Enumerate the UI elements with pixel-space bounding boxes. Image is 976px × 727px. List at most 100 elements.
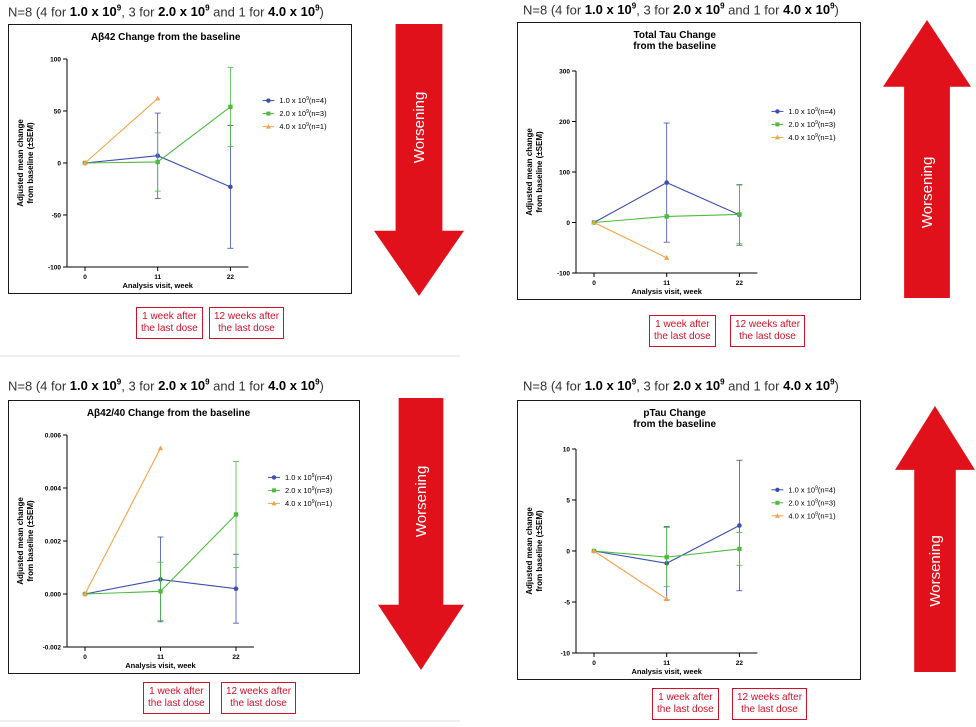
- y-axis-label: Adjusted mean change: [525, 128, 534, 216]
- x-tick-label: 22: [227, 274, 235, 281]
- chart-title: Total Tau Change: [633, 30, 716, 41]
- series-line: [593, 550, 668, 600]
- y-axis-label: Adjusted mean change: [16, 119, 25, 207]
- annotation-1-week: 1 week after the last dose: [652, 688, 719, 720]
- y-tick-label: 0.006: [45, 433, 62, 440]
- x-axis-label: Analysis visit, week: [631, 667, 702, 676]
- legend-marker: [775, 122, 780, 127]
- x-tick-label: 11: [663, 280, 670, 287]
- data-point: [664, 596, 670, 601]
- y-tick-label: 50: [54, 109, 62, 116]
- arrow-up-icon: [883, 20, 971, 298]
- annotation-1-week: 1 week after the last dose: [136, 307, 203, 339]
- y-tick-label: 0: [57, 161, 61, 168]
- legend-marker: [266, 124, 271, 129]
- x-tick-label: 22: [232, 654, 240, 661]
- y-tick-label: -100: [48, 265, 61, 272]
- worsening-label: Worsening: [919, 157, 936, 228]
- series-line: [593, 222, 667, 259]
- y-tick-label: 100: [50, 57, 61, 64]
- data-point: [233, 512, 239, 517]
- chart-title: Aβ42/40 Change from the baseline: [87, 408, 251, 419]
- data-point: [664, 255, 670, 260]
- n-summary: N=8 (4 for 1.0 x 109, 3 for 2.0 x 109 an…: [8, 378, 324, 394]
- arrow-up-icon: [895, 406, 975, 672]
- x-tick-label: 0: [83, 654, 87, 661]
- data-point: [82, 160, 88, 165]
- legend-label: 4.0 x 109(n=1): [285, 499, 333, 508]
- legend-label: 1.0 x 109(n=4): [788, 107, 836, 116]
- x-tick-label: 11: [157, 654, 164, 661]
- arrow-down-icon: [374, 24, 464, 296]
- divider: [0, 355, 460, 357]
- chart-frame: Total Tau Change from the baseline 300 200 1…: [517, 22, 861, 300]
- worsening-arrow: Worsening: [374, 24, 464, 296]
- chart-title: from the baseline: [633, 41, 716, 52]
- x-tick-label: 11: [663, 660, 670, 667]
- y-tick-label: -10: [561, 651, 571, 658]
- y-tick-label: 0: [566, 549, 570, 556]
- y-axis-label: Adjusted mean change: [525, 507, 534, 595]
- data-point: [233, 586, 239, 591]
- series-line: [84, 447, 161, 595]
- y-tick-label: 0.000: [45, 592, 62, 599]
- data-point: [737, 546, 742, 552]
- panel-total-tau: N=8 (4 for 1.0 x 109, 3 for 2.0 x 109 an…: [503, 0, 973, 350]
- legend-label: 1.0 x 109(n=4): [279, 96, 327, 105]
- legend-label: 2.0 x 109(n=3): [279, 109, 327, 118]
- annotation-12-weeks: 12 weeks after the last dose: [209, 307, 285, 339]
- worsening-arrow: Worsening: [378, 398, 464, 670]
- y-axis-label: from baseline (±SEM): [26, 122, 35, 204]
- worsening-label: Worsening: [413, 466, 430, 537]
- data-point: [737, 212, 742, 217]
- annotation-1-week: 1 week after the last dose: [649, 315, 716, 347]
- legend-marker: [775, 134, 780, 140]
- chart-title: Aβ42 Change from the baseline: [91, 32, 241, 43]
- y-tick-label: -0.002: [43, 645, 62, 652]
- legend-marker: [775, 109, 780, 114]
- chart-frame: Aβ42/40 Change from the baseline 0.006 0.0…: [8, 400, 360, 674]
- panel-ptau: N=8 (4 for 1.0 x 109, 3 for 2.0 x 109 an…: [503, 372, 975, 727]
- legend-label: 4.0 x 109(n=1): [279, 122, 327, 131]
- data-point: [158, 589, 163, 594]
- data-point: [228, 104, 233, 110]
- legend-label: 2.0 x 109(n=3): [788, 120, 836, 129]
- y-tick-label: 10: [563, 447, 571, 454]
- chart-abeta42: Aβ42 Change from the baseline 100 50 0 -50 -1…: [16, 32, 327, 290]
- legend-label: 1.0 x 109(n=4): [788, 485, 836, 494]
- worsening-arrow: Worsening: [883, 20, 971, 298]
- data-point: [664, 214, 669, 219]
- data-point: [155, 159, 160, 165]
- legend-label: 1.0 x 109(n=4): [285, 473, 333, 482]
- y-tick-label: 0.002: [45, 539, 62, 546]
- y-tick-label: -5: [564, 600, 570, 607]
- chart-frame: Aβ42 Change from the baseline 100 50 0 -50 -1…: [8, 24, 352, 294]
- x-tick-label: 11: [154, 274, 161, 281]
- legend-marker: [272, 488, 276, 493]
- chart-abeta42-40: Aβ42/40 Change from the baseline 0.006 0.0…: [16, 408, 333, 670]
- legend-label: 4.0 x 109(n=1): [788, 133, 836, 142]
- y-tick-label: 300: [559, 69, 570, 76]
- series-line: [84, 98, 159, 164]
- panel-abeta42-40: N=8 (4 for 1.0 x 109, 3 for 2.0 x 109 an…: [0, 372, 470, 727]
- legend-marker: [266, 111, 271, 116]
- y-tick-label: 0: [566, 220, 570, 227]
- y-tick-label: 200: [559, 119, 570, 126]
- chart-frame: pTau Change from the baseline 10 5 0 -5 -10 0 11…: [517, 400, 861, 680]
- data-point: [228, 184, 233, 190]
- divider: [0, 720, 460, 722]
- annotation-12-weeks: 12 weeks after the last dose: [732, 688, 808, 720]
- n-summary: N=8 (4 for 1.0 x 109, 3 for 2.0 x 109 an…: [8, 4, 324, 20]
- y-tick-label: 0.004: [45, 486, 62, 493]
- chart-title: from the baseline: [633, 419, 716, 430]
- x-axis-label: Analysis visit, week: [125, 661, 196, 670]
- legend-marker: [775, 500, 780, 505]
- data-point: [591, 548, 597, 553]
- data-point: [82, 591, 88, 596]
- y-tick-label: -50: [52, 213, 62, 220]
- n-summary: N=8 (4 for 1.0 x 109, 3 for 2.0 x 109 an…: [523, 2, 839, 18]
- y-axis-label: from baseline (±SEM): [535, 510, 544, 592]
- y-axis-label: Adjusted mean change: [16, 497, 25, 585]
